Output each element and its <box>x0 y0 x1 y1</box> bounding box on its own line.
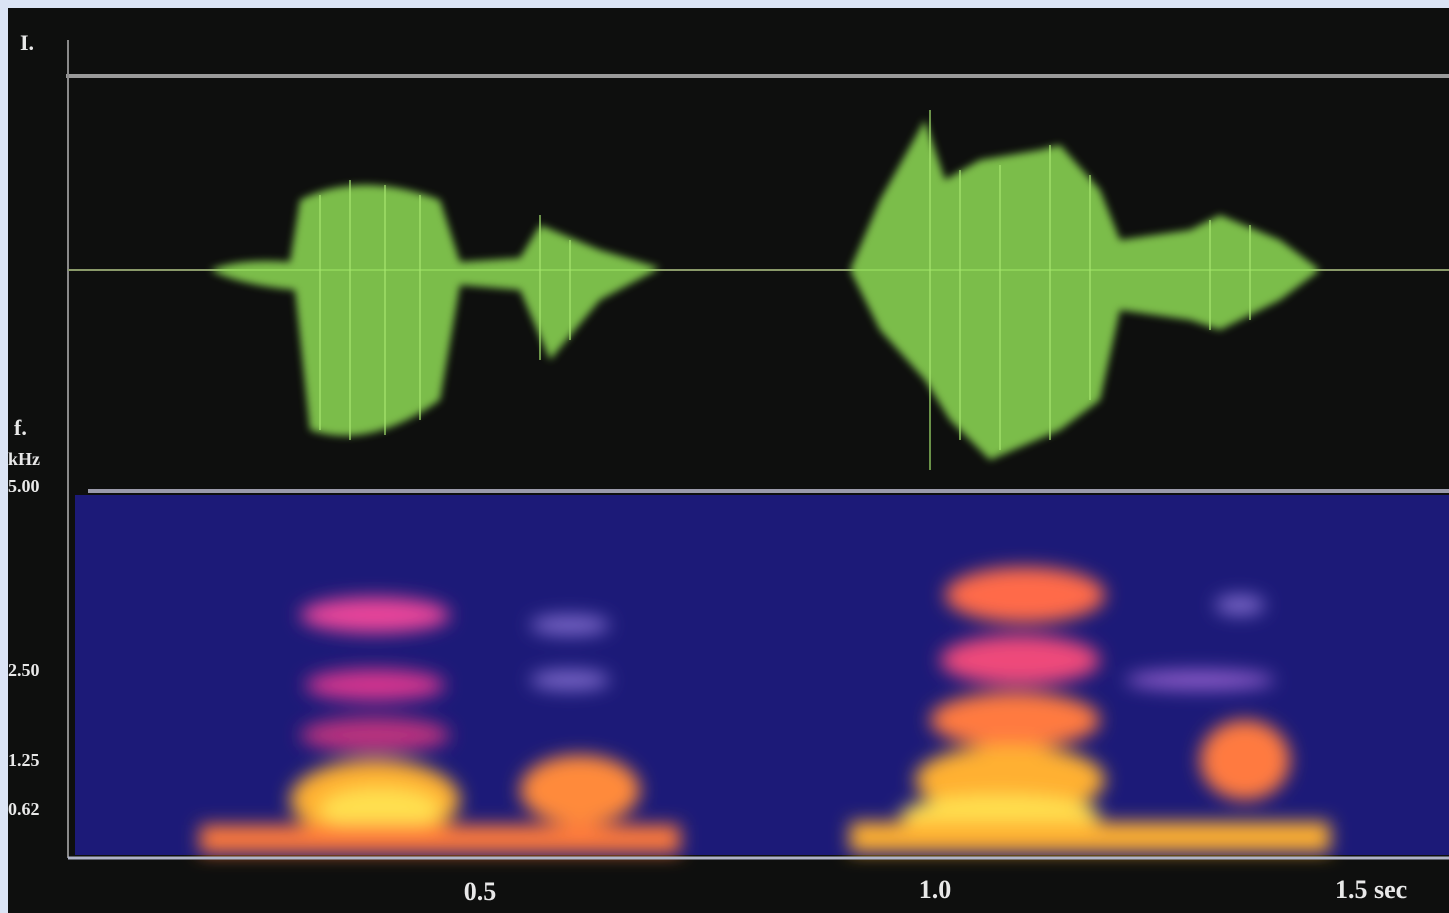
frequency-tick: 5.00 <box>8 476 40 496</box>
unit-label: kHz <box>8 449 40 469</box>
time-tick: 1.0 <box>919 875 952 904</box>
spectrogram <box>200 567 1330 853</box>
frequency-tick: 2.50 <box>8 660 40 680</box>
waveform <box>210 120 1320 460</box>
amplitude-label: I. <box>20 30 34 55</box>
frequency-tick: 0.62 <box>8 799 40 819</box>
waveform-detail <box>319 110 1251 470</box>
frequency-tick: 1.25 <box>8 750 40 770</box>
frequency-label: f. <box>14 415 27 440</box>
time-tick: 0.5 <box>464 877 497 906</box>
time-tick: 1.5 sec <box>1335 875 1407 904</box>
